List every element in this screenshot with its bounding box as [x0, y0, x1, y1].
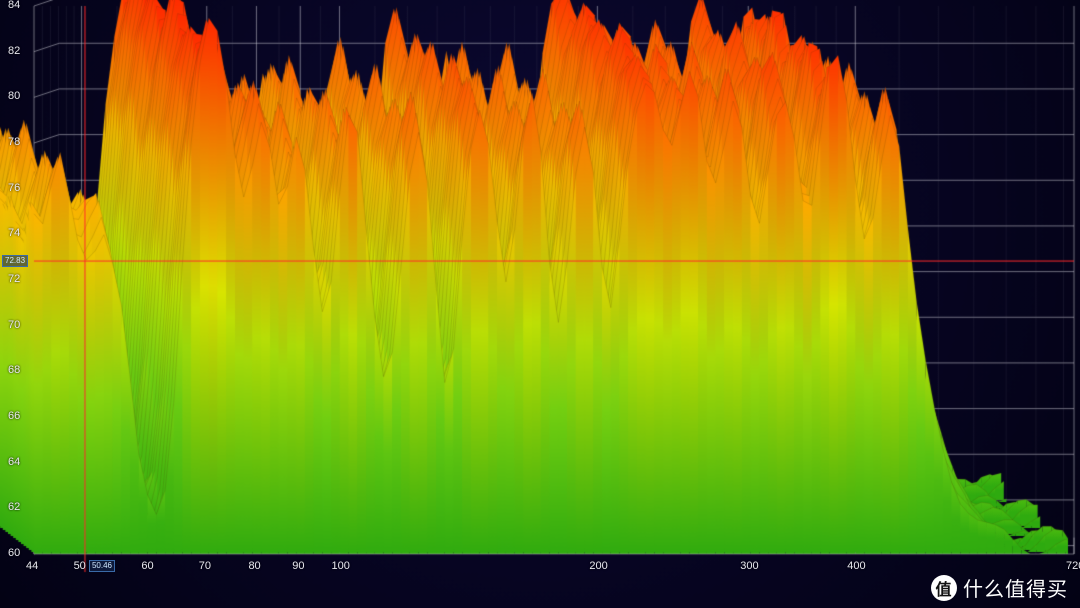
x-tick-label: 400 — [847, 560, 865, 572]
x-tick-label: 60 — [141, 560, 153, 572]
spectrogram-3d-chart: 60 62 64 66 68 70 72 74 76 78 80 82 84 44 50 60 70 80 90 1… — [0, 0, 1080, 608]
y-tick-label: 72 — [8, 273, 20, 285]
y-tick-label: 68 — [8, 364, 20, 376]
y-tick-label: 64 — [8, 456, 20, 468]
x-tick-label: 44 — [26, 560, 38, 572]
x-tick-label: 300 — [740, 560, 758, 572]
y-tick-label: 76 — [8, 182, 20, 194]
cursor-y-label: 72.83 — [2, 255, 28, 267]
y-tick-label: 62 — [8, 501, 20, 513]
watermark: 值 什么值得买 — [931, 573, 1068, 602]
y-tick-label: 78 — [8, 136, 20, 148]
x-tick-label: 70 — [199, 560, 211, 572]
watermark-text: 什么值得买 — [963, 573, 1068, 602]
x-tick-label: 80 — [248, 560, 260, 572]
x-tick-label: 90 — [292, 560, 304, 572]
y-tick-label: 82 — [8, 45, 20, 57]
cursor-x-label: 50.46 — [89, 560, 115, 572]
watermark-badge-icon: 值 — [931, 575, 957, 601]
y-tick-label: 60 — [8, 547, 20, 559]
x-tick-label: 200 — [589, 560, 607, 572]
y-tick-label: 74 — [8, 227, 20, 239]
y-tick-label: 70 — [8, 319, 20, 331]
y-tick-label: 80 — [8, 90, 20, 102]
x-tick-label: 720Hz — [1066, 560, 1080, 572]
y-tick-label: 84 — [8, 0, 20, 11]
x-tick-label: 100 — [331, 560, 349, 572]
y-tick-label: 66 — [8, 410, 20, 422]
chart-canvas — [0, 0, 1080, 608]
x-tick-label: 50 — [74, 560, 86, 572]
